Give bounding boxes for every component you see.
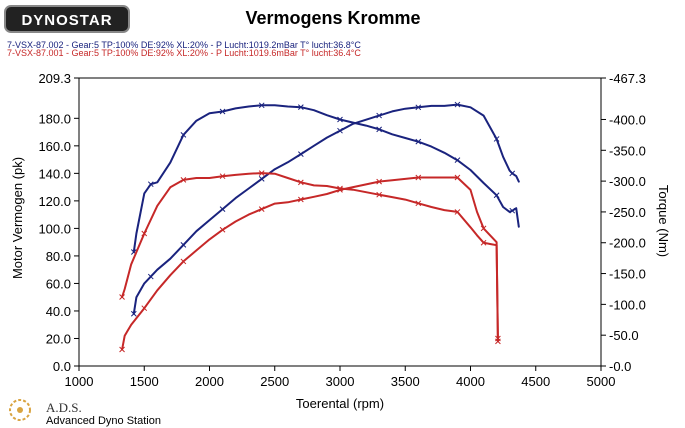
y-left-axis-ticks: 0.0 20.0 40.0 60.0 80.0 100.0 120.0 140.0 160.0 1… [38, 71, 79, 374]
series-point-marker [219, 226, 226, 233]
y-left-tick-label: 80.0 [46, 249, 71, 264]
series-point-marker [495, 338, 501, 345]
x-axis-title: Toerental (rpm) [296, 396, 384, 411]
series-point-marker [454, 101, 461, 108]
series-point-marker [219, 206, 226, 212]
x-tick-label: 2500 [260, 374, 289, 389]
series-point-marker [297, 104, 304, 111]
y-right-tick-label: -200.0 [609, 236, 646, 251]
series-point-marker [258, 102, 265, 109]
series-point-marker [147, 181, 154, 188]
x-tick-label: 4500 [521, 374, 550, 389]
series-point-marker [219, 108, 226, 115]
dynostar-logo: DYNOSTAR [4, 5, 130, 33]
y-right-axis-ticks: -0.0 -50.0 -100.0 -150.0 -200.0 -250.0 -300.0 -… [601, 71, 646, 374]
series-point-marker [119, 346, 125, 353]
y-right-axis-title: Torque (Nm) [656, 185, 671, 257]
series-point-marker [493, 136, 500, 142]
y-right-tick-label: -467.3 [609, 71, 646, 86]
y-right-tick-label: -250.0 [609, 205, 646, 220]
series-point-marker [480, 239, 487, 246]
ads-logo [9, 399, 31, 421]
series-line-7-vsx-87.001-torque [121, 172, 499, 343]
y-left-tick-label: 40.0 [46, 304, 71, 319]
series-point-marker [376, 112, 383, 119]
x-tick-label: 1500 [130, 374, 159, 389]
y-left-tick-label: 160.0 [38, 139, 71, 154]
y-right-tick-label: -400.0 [609, 112, 646, 127]
y-right-tick-label: -150.0 [609, 267, 646, 282]
series-point-marker [337, 185, 343, 192]
series-point-marker [297, 179, 304, 186]
series-point-marker [415, 138, 422, 145]
y-left-axis-title: Motor Vermogen (pk) [10, 157, 25, 279]
y-left-tick-label: 120.0 [38, 194, 71, 209]
chart-title: Vermogens Kromme [245, 8, 420, 28]
series-point-marker [141, 230, 148, 237]
x-tick-label: 3000 [326, 374, 355, 389]
series-point-marker [415, 200, 422, 207]
y-right-tick-label: -50.0 [609, 328, 639, 343]
x-axis-ticks: 1000 1500 2000 2500 3000 3500 4000 4500 5000 [65, 366, 616, 389]
series-line-7-vsx-87.001-power [121, 176, 499, 351]
run-info-002: 7-VSX-87.002 - Gear:5 TP:100% DE:92% XL:… [7, 40, 361, 50]
run-info-001: 7-VSX-87.001 - Gear:5 TP:100% DE:92% XL:… [7, 48, 361, 58]
y-right-tick-label: -350.0 [609, 143, 646, 158]
x-tick-label: 2000 [195, 374, 224, 389]
y-left-tick-label: 20.0 [46, 331, 71, 346]
series-point-marker [119, 294, 125, 300]
series-point-marker [454, 209, 461, 215]
y-left-tick-label: 0.0 [53, 359, 71, 374]
series-point-marker [180, 132, 187, 138]
y-left-tick-label: 60.0 [46, 276, 71, 291]
series-point-marker [130, 310, 137, 317]
series-point-marker [480, 225, 487, 232]
x-tick-label: 3500 [391, 374, 420, 389]
series-line-7-vsx-87.002-torque [132, 104, 520, 253]
series-point-marker [258, 176, 265, 182]
series-point-marker [147, 273, 154, 280]
series-point-marker [219, 173, 226, 180]
y-right-tick-label: -100.0 [609, 297, 646, 312]
x-tick-label: 5000 [587, 374, 616, 389]
series-point-marker [454, 157, 461, 164]
y-left-tick-label: 140.0 [38, 166, 71, 181]
series-point-marker [337, 127, 343, 134]
series-point-marker [509, 170, 516, 177]
series-point-marker [297, 196, 304, 203]
x-tick-label: 4000 [456, 374, 485, 389]
ads-brand-title: A.D.S. [46, 400, 82, 415]
series-point-marker [337, 116, 343, 123]
series-point-marker [509, 207, 516, 214]
y-left-tick-label: 100.0 [38, 221, 71, 236]
series-point-marker [180, 242, 187, 248]
series-point-marker [415, 174, 422, 181]
y-right-tick-label: -300.0 [609, 174, 646, 189]
series-point-marker [180, 258, 187, 265]
series-point-marker [258, 170, 265, 176]
series-layer [119, 101, 520, 353]
series-point-marker [180, 177, 187, 183]
series-point-marker [141, 305, 148, 312]
x-tick-label: 1000 [65, 374, 94, 389]
series-point-marker [415, 104, 422, 111]
series-point-marker [376, 191, 383, 198]
series-point-marker [258, 206, 265, 212]
y-left-tick-label: 180.0 [38, 111, 71, 126]
series-point-marker [376, 126, 383, 133]
dynostar-logo-text: DYNOSTAR [21, 12, 112, 29]
y-left-tick-label: 209.3 [38, 71, 71, 86]
y-right-tick-label: -0.0 [609, 359, 631, 374]
ads-brand-subtitle: Advanced Dyno Station [46, 415, 161, 427]
series-point-marker [493, 192, 500, 199]
series-point-marker [376, 178, 383, 185]
series-point-marker [454, 174, 461, 181]
series-point-marker [297, 151, 304, 157]
